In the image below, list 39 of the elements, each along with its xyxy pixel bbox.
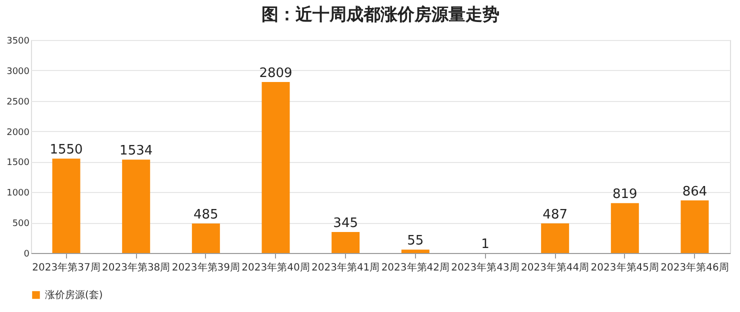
y-tick-label: 1500 (6, 158, 30, 168)
data-label: 487 (542, 207, 568, 222)
legend-label: 涨价房源(套) (45, 289, 103, 301)
y-tick-label: 1000 (6, 188, 30, 199)
y-tick-label: 3000 (6, 66, 30, 77)
y-tick-label: 500 (12, 219, 30, 230)
y-tick-label: 0 (24, 250, 30, 260)
x-tick-label: 2023年第45周 (590, 262, 659, 274)
y-tick-label: 3500 (6, 36, 30, 46)
x-tick-label: 2023年第39周 (172, 262, 240, 274)
y-tick-label: 2000 (6, 128, 30, 138)
y-tick-label: 2500 (6, 97, 30, 108)
x-tick-label: 2023年第43周 (451, 262, 520, 274)
x-tick-label: 2023年第44周 (520, 262, 590, 274)
bar (192, 223, 220, 253)
bar (541, 223, 570, 253)
x-tick-label: 2023年第46周 (660, 262, 729, 274)
x-tick-label: 2023年第41周 (311, 262, 380, 274)
x-tick-label: 2023年第40周 (242, 262, 310, 274)
bar (332, 232, 360, 253)
data-label: 819 (612, 187, 638, 202)
data-label: 485 (194, 207, 218, 222)
bar (401, 250, 430, 253)
data-label: 2809 (259, 66, 292, 82)
bar (52, 158, 80, 253)
data-label: 1534 (120, 144, 153, 159)
x-tick-label: 2023年第42周 (381, 262, 450, 274)
data-label: 345 (333, 216, 358, 232)
data-label: 1550 (50, 142, 83, 158)
bar (610, 203, 639, 253)
bar (680, 200, 709, 253)
x-tick-label: 2023年第38周 (102, 262, 170, 274)
data-label: 1 (481, 236, 490, 252)
bar (122, 160, 150, 253)
x-tick-label: 2023年第37周 (32, 262, 100, 274)
chart-title: 图：近十周成都涨价房源量走势 (262, 5, 500, 25)
data-label: 55 (407, 234, 424, 249)
bar (262, 82, 290, 253)
data-label: 864 (682, 184, 708, 200)
